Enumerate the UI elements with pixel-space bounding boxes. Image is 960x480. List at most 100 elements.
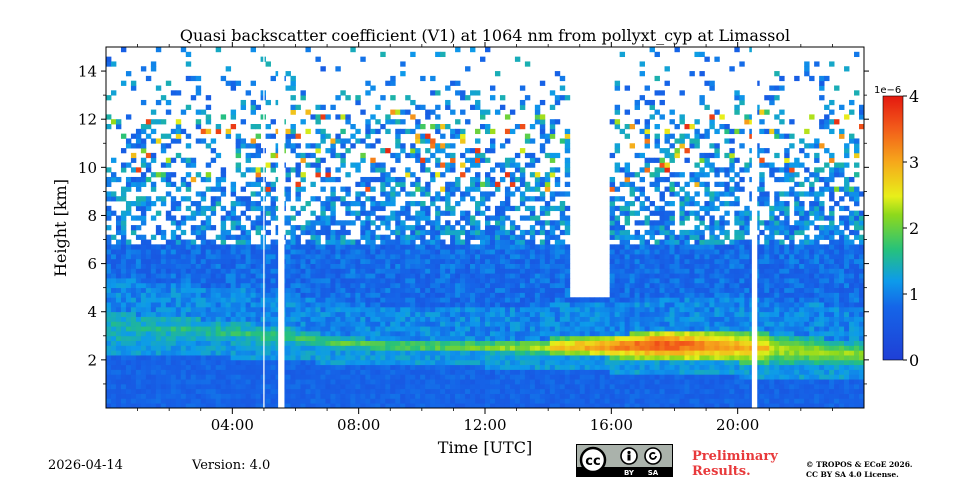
heatmap-cell [220,364,227,370]
heatmap-cell [465,398,471,404]
heatmap-cell [450,287,456,293]
heatmap-cell [165,191,172,197]
heatmap-cell [270,306,276,313]
heatmap-cell [390,335,396,342]
heatmap-cell [450,143,456,149]
heatmap-cell [634,340,640,346]
heatmap-cell [440,306,446,313]
heatmap-cell [450,258,456,264]
heatmap-cell [619,239,626,245]
heatmap-cell [170,306,177,313]
heatmap-cell [400,287,406,293]
heatmap-cell [420,239,426,245]
heatmap-cell [534,359,541,366]
heatmap-cell [564,133,571,139]
heatmap-cell [425,253,431,260]
heatmap-cell [200,287,207,293]
heatmap-cell [320,278,326,284]
heatmap-cell [529,249,536,255]
heatmap-cell [355,162,361,168]
heatmap-cell [554,71,561,77]
heatmap-cell [220,258,227,264]
heatmap-cell [514,326,521,332]
heatmap-cell [335,374,341,380]
heatmap-cell [360,297,366,303]
heatmap-cell [305,47,311,53]
heatmap-cell [160,162,167,168]
heatmap-cell [455,355,461,361]
heatmap-cell [499,355,506,361]
heatmap-cell [499,220,506,226]
heatmap-cell [215,393,222,399]
heatmap-cell [350,369,356,375]
heatmap-cell [579,355,586,361]
heatmap-cell [559,311,566,317]
heatmap-cell [395,326,401,332]
heatmap-cell [405,95,411,101]
heatmap-cell [559,268,566,274]
heatmap-cell [489,398,496,404]
heatmap-cell [639,364,645,370]
heatmap-cell [285,71,291,77]
heatmap-cell [330,355,336,361]
heatmap-cell [135,393,142,399]
heatmap-cell [554,258,561,264]
heatmap-cell [250,273,257,279]
heatmap-cell [315,258,321,264]
heatmap-cell [440,302,446,308]
heatmap-cell [330,239,336,245]
heatmap-cell [245,239,252,245]
heatmap-cell [539,181,546,187]
heatmap-cell [440,249,446,255]
heatmap-cell [135,176,142,183]
heatmap-cell [340,311,346,317]
heatmap-cell [465,287,471,293]
heatmap-cell [574,340,581,346]
heatmap-cell [270,403,276,409]
heatmap-cell [609,311,616,317]
heatmap-cell [245,282,252,289]
heatmap-cell [230,80,237,86]
heatmap-cell [465,157,471,163]
heatmap-cell [410,229,416,236]
heatmap-cell [445,393,451,399]
heatmap-cell [475,383,481,390]
heatmap-cell [544,398,551,404]
heatmap-cell [634,388,640,394]
heatmap-cell [230,302,237,308]
heatmap-cell [245,379,252,385]
heatmap-cell [155,311,162,317]
heatmap-cell [504,249,511,255]
heatmap-cell [150,278,157,284]
heatmap-cell [425,374,431,380]
heatmap-cell [544,287,551,293]
heatmap-cell [115,359,122,366]
heatmap-cell [360,220,366,226]
heatmap-cell [325,258,331,264]
heatmap-cell [135,181,142,187]
heatmap-cell [529,311,536,317]
heatmap-cell [360,244,366,250]
heatmap-cell [290,124,296,130]
heatmap-cell [420,205,426,212]
heatmap-cell [455,316,461,322]
heatmap-cell [564,229,571,236]
heatmap-cell [185,302,192,308]
heatmap-cell [529,210,536,216]
heatmap-cell [380,345,386,351]
heatmap-cell [305,162,311,168]
heatmap-cell [370,398,376,404]
heatmap-cell [155,99,162,106]
heatmap-cell [460,229,466,236]
heatmap-cell [325,225,331,231]
heatmap-cell [180,350,187,356]
heatmap-cell [614,345,621,351]
heatmap-cell [564,263,571,269]
heatmap-cell [250,383,257,390]
heatmap-cell [240,345,247,351]
heatmap-cell [609,326,616,332]
heatmap-cell [624,239,631,245]
heatmap-cell [619,340,626,346]
heatmap-cell [140,335,147,342]
heatmap-cell [240,350,247,356]
